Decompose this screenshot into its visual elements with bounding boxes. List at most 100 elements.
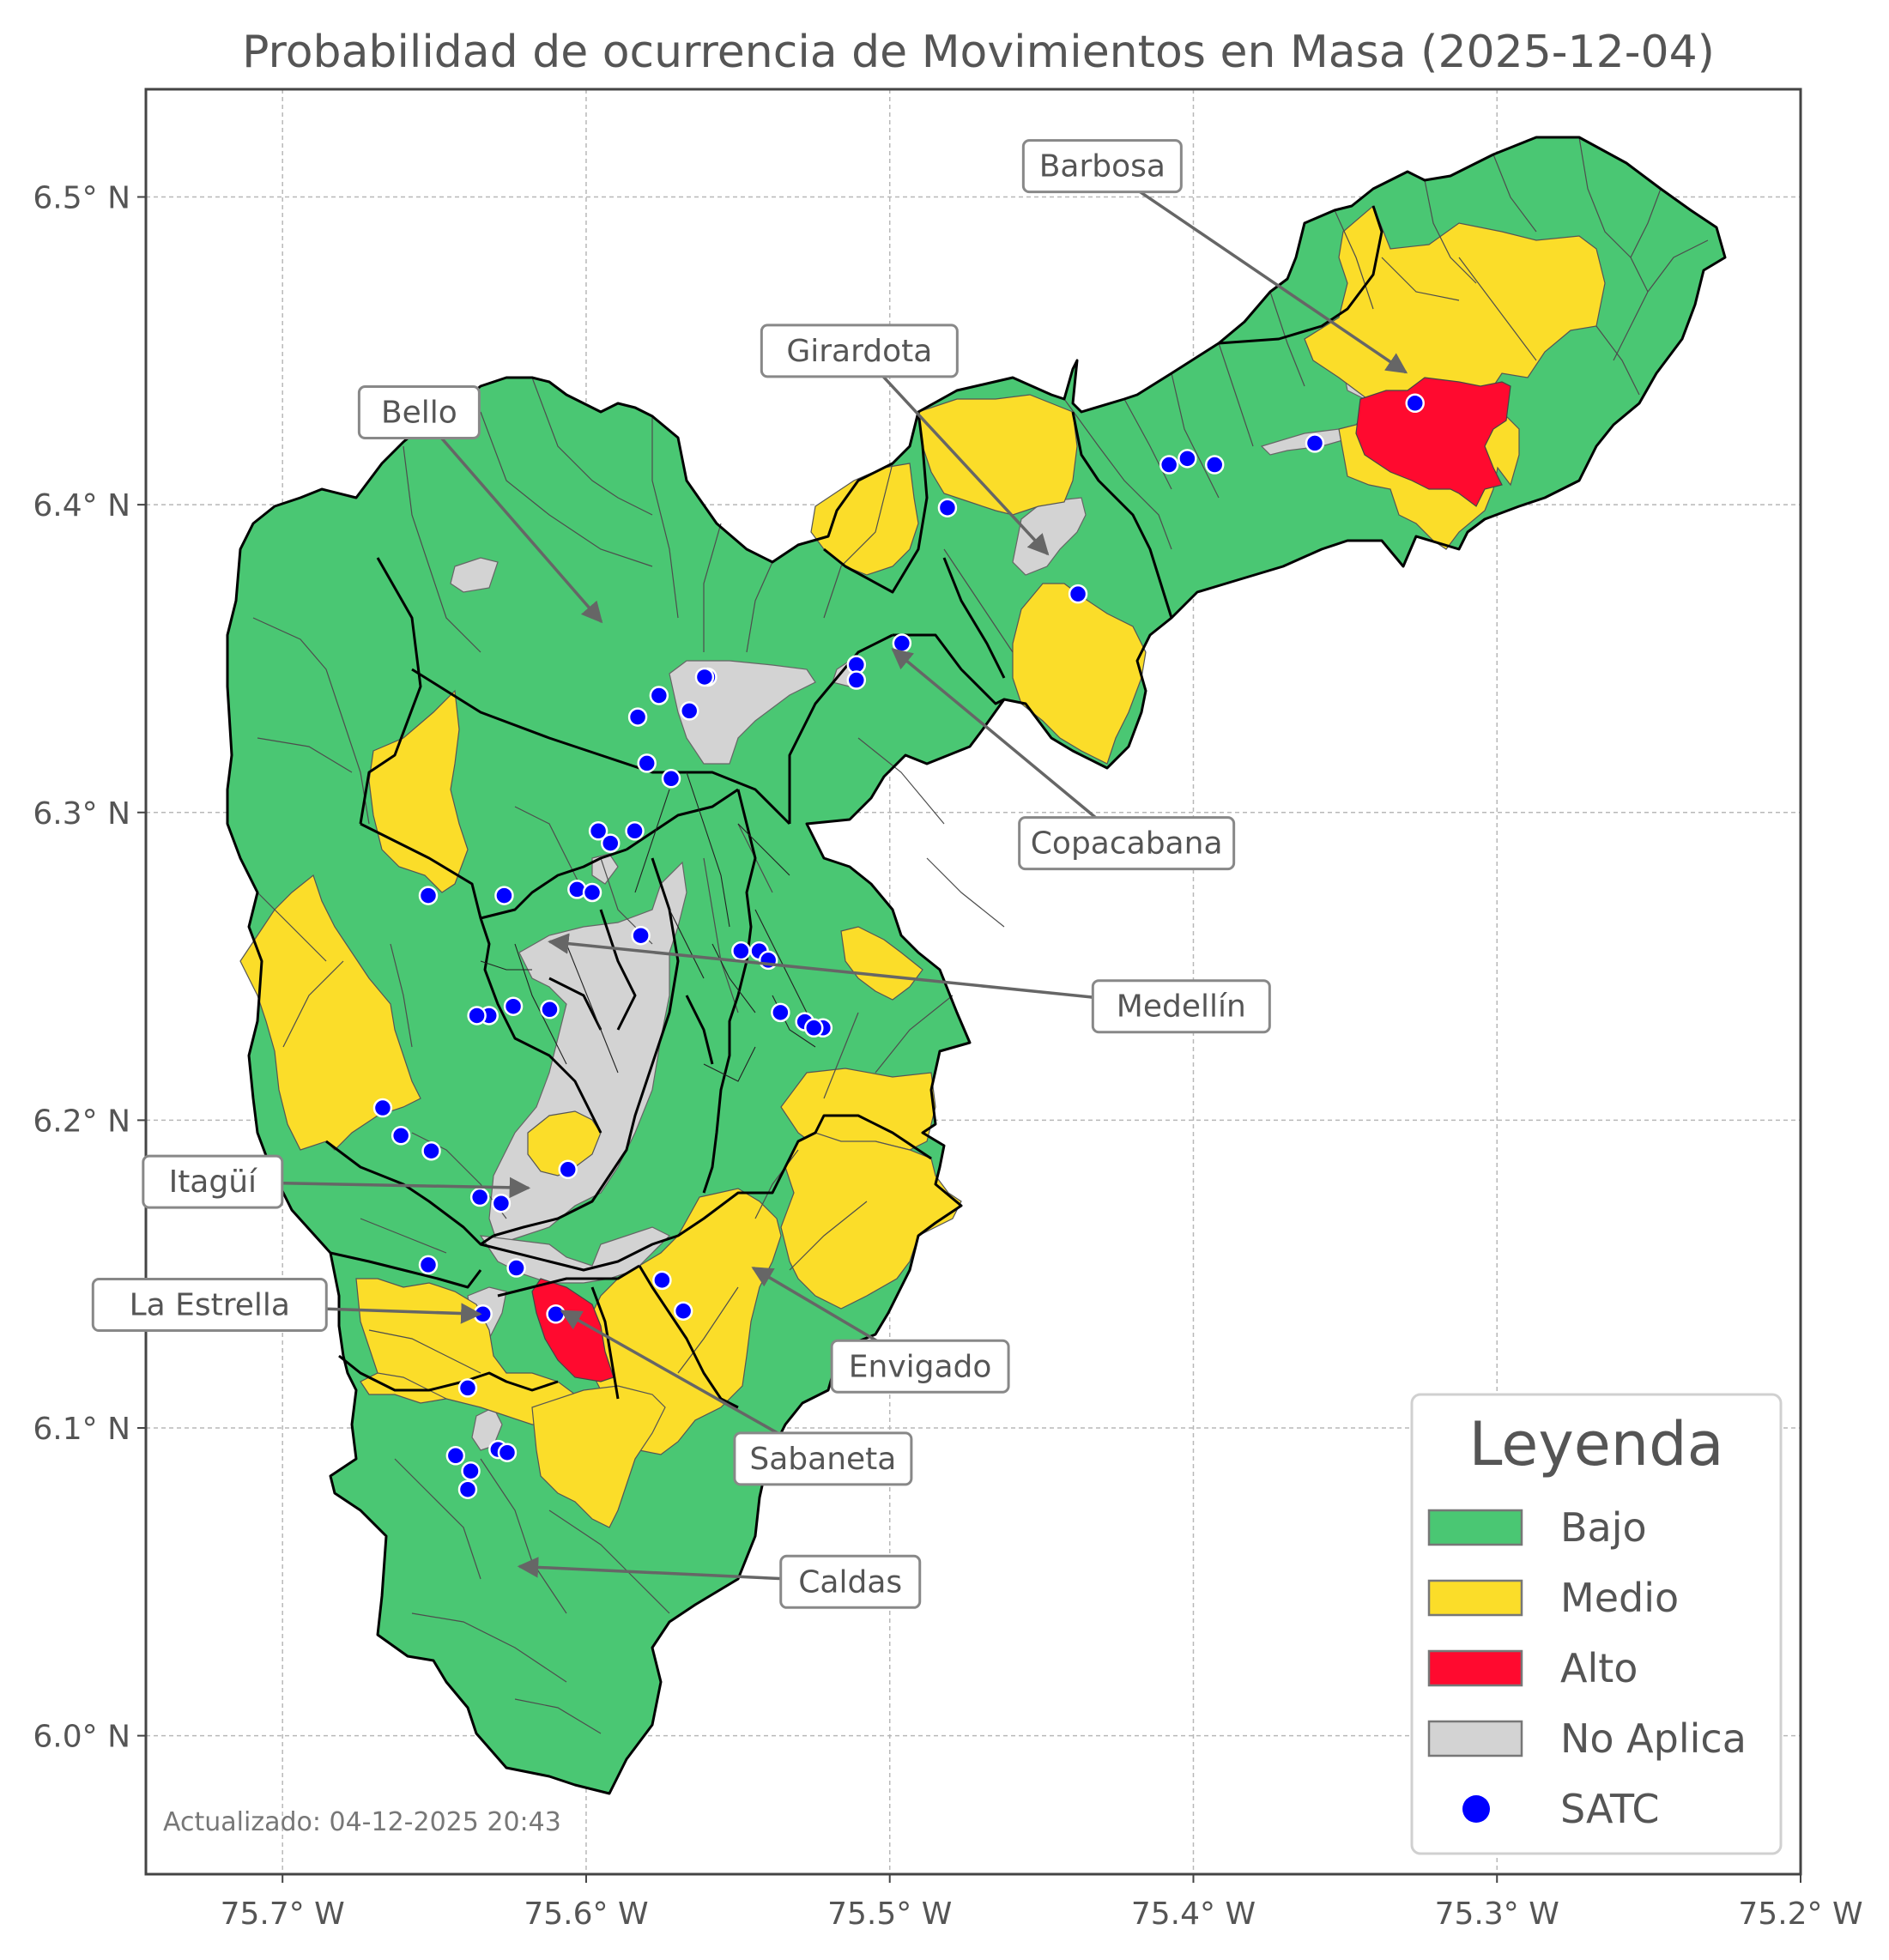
callout-label: Bello bbox=[381, 396, 457, 431]
satc-station-marker bbox=[731, 941, 751, 961]
callout-label: Envigado bbox=[849, 1349, 992, 1384]
callout-box bbox=[779, 1554, 922, 1609]
satc-station-marker bbox=[418, 1255, 439, 1275]
y-tick-label: 6.0° N bbox=[33, 1720, 130, 1755]
regions-alto bbox=[531, 377, 1511, 1382]
satc-station-marker bbox=[540, 1000, 560, 1019]
legend-swatch bbox=[1427, 1579, 1523, 1617]
y-tick-label: 6.5° N bbox=[33, 181, 130, 216]
legend-swatch bbox=[1427, 1649, 1523, 1687]
satc-station-marker bbox=[649, 686, 669, 705]
legend: Leyenda Bajo Medio Alto No Aplica SATC bbox=[1410, 1393, 1783, 1855]
callout-sabaneta: Sabaneta bbox=[560, 1310, 913, 1486]
x-tick-label: 75.4° W bbox=[1131, 1896, 1256, 1932]
satc-station-marker bbox=[391, 1126, 411, 1146]
satc-station-marker bbox=[1159, 455, 1179, 475]
x-tick-label: 75.6° W bbox=[524, 1896, 648, 1932]
satc-station-marker bbox=[1405, 393, 1425, 414]
callout-label: Sabaneta bbox=[749, 1442, 896, 1477]
satc-station-marker bbox=[601, 833, 621, 853]
callout-bello: Bello bbox=[357, 385, 603, 624]
axis-ticks: 75.7° W 75.6° W 75.5° W 75.4° W 75.3° W 75.2°… bbox=[33, 181, 1862, 1932]
callout-box bbox=[1018, 816, 1236, 871]
legend-item-alto: Alto bbox=[1427, 1645, 1638, 1691]
callout-arrow bbox=[858, 349, 1050, 556]
satc-station-marker bbox=[892, 633, 912, 653]
satc-station-marker bbox=[661, 769, 681, 789]
callout-arrow bbox=[418, 411, 603, 624]
satc-station-marker bbox=[694, 667, 715, 687]
y-tick-label: 6.4° N bbox=[33, 488, 130, 523]
callout-arrow bbox=[548, 933, 1182, 1008]
callout-label: Medellín bbox=[1117, 989, 1246, 1025]
satc-station-marker bbox=[625, 821, 645, 841]
y-tick-label: 6.2° N bbox=[33, 1104, 130, 1139]
urban-zone-grid bbox=[480, 771, 816, 1082]
inner-boundaries bbox=[252, 136, 1709, 1734]
satc-station-marker bbox=[679, 701, 699, 721]
satc-station-marker bbox=[506, 1258, 526, 1278]
callout-box bbox=[142, 1154, 284, 1209]
legend-label: SATC bbox=[1560, 1786, 1659, 1832]
satc-station-marker bbox=[418, 886, 439, 905]
callout-box bbox=[830, 1339, 1010, 1394]
satc-station-marker bbox=[1305, 433, 1325, 453]
satc-station-marker bbox=[503, 996, 524, 1016]
municipality-callouts: Barbosa Girardota Bello Copacabana Medellín I… bbox=[91, 139, 1408, 1609]
callout-label: Caldas bbox=[798, 1564, 902, 1600]
callout-box bbox=[733, 1431, 913, 1486]
satc-station-marker bbox=[1204, 455, 1225, 475]
legend-item-satc: SATC bbox=[1462, 1786, 1659, 1832]
callout-barbosa: Barbosa bbox=[1021, 139, 1408, 374]
satc-station-marker bbox=[637, 753, 657, 773]
satc-station-marker bbox=[846, 670, 867, 690]
updated-timestamp: Actualizado: 04-12-2025 20:43 bbox=[163, 1807, 561, 1837]
callout-copacabana: Copacabana bbox=[891, 648, 1236, 871]
satc-station-marker bbox=[457, 1378, 478, 1398]
callout-box bbox=[1021, 139, 1183, 194]
municipal-boundaries bbox=[226, 136, 1727, 1795]
satc-station-marker bbox=[467, 1006, 487, 1025]
callout-box bbox=[1091, 979, 1271, 1034]
callout-caldas: Caldas bbox=[517, 1554, 922, 1609]
callout-arrow bbox=[891, 648, 1128, 844]
satc-station-marker bbox=[469, 1187, 490, 1207]
x-tick-label: 75.7° W bbox=[221, 1896, 345, 1932]
y-tick-label: 6.1° N bbox=[33, 1412, 130, 1447]
callout-label: Copacabana bbox=[1031, 826, 1223, 862]
map-area bbox=[226, 136, 1727, 1795]
satc-station-marker bbox=[771, 1002, 790, 1023]
callout-box bbox=[760, 324, 959, 378]
callout-la-estrella: La Estrella bbox=[91, 1278, 482, 1333]
callout-label: Barbosa bbox=[1039, 149, 1165, 185]
callout-itag-: Itagüí bbox=[142, 1154, 531, 1209]
callout-box bbox=[357, 385, 481, 440]
callout-label: La Estrella bbox=[130, 1288, 290, 1323]
satc-station-marker bbox=[372, 1098, 393, 1118]
callout-girardota: Girardota bbox=[760, 324, 1050, 556]
map-frame bbox=[144, 88, 1802, 1876]
satc-station-marker bbox=[497, 1443, 518, 1462]
satc-station-marker bbox=[491, 1193, 512, 1213]
satc-station-marker bbox=[1068, 584, 1088, 604]
satc-station-marker bbox=[461, 1461, 481, 1481]
callout-box bbox=[91, 1278, 328, 1333]
satc-station-marker bbox=[673, 1301, 693, 1321]
satc-station-marker bbox=[937, 498, 958, 517]
y-tick-label: 6.3° N bbox=[33, 796, 130, 832]
callout-label: Itagüí bbox=[169, 1165, 257, 1200]
satc-station-marker bbox=[627, 707, 648, 727]
satc-station-marker bbox=[652, 1270, 672, 1291]
satc-station-marker bbox=[457, 1479, 478, 1499]
x-tick-label: 75.2° W bbox=[1738, 1896, 1862, 1932]
x-tick-label: 75.3° W bbox=[1435, 1896, 1559, 1932]
legend-title: Leyenda bbox=[1468, 1409, 1723, 1479]
legend-swatch bbox=[1427, 1720, 1523, 1757]
legend-swatch bbox=[1427, 1509, 1523, 1546]
callout-label: Girardota bbox=[786, 334, 932, 369]
satc-station-marker bbox=[546, 1304, 566, 1324]
callout-medell-n: Medellín bbox=[548, 933, 1271, 1034]
satc-station-marker bbox=[582, 882, 602, 903]
